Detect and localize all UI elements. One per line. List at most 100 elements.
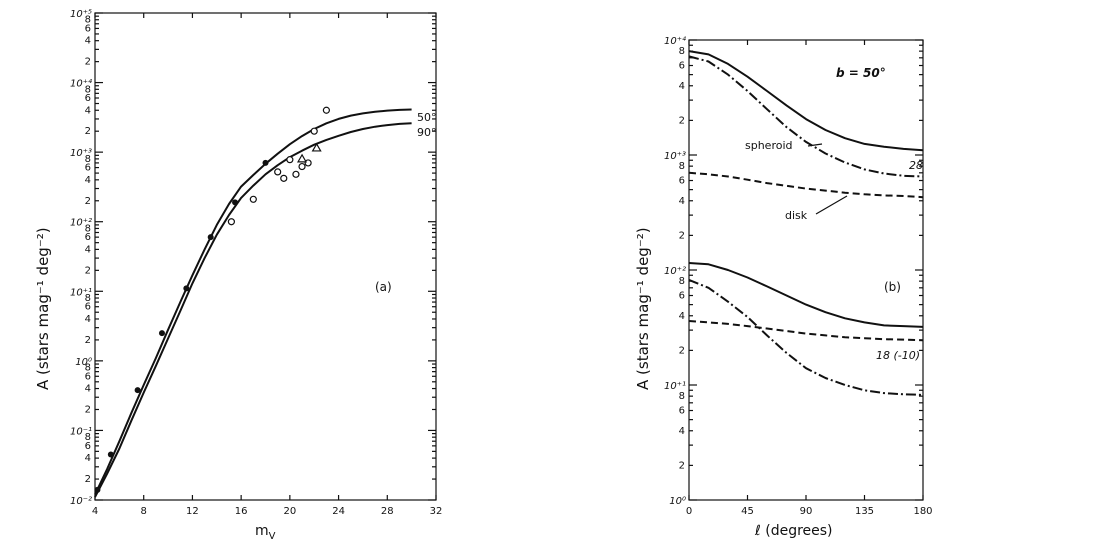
- panel-a-series-line-0: [94, 108, 412, 495]
- panel-b-xtick-label: 180: [913, 506, 932, 517]
- panel-a-ytick-minor-label: 6: [85, 23, 91, 34]
- panel-a-point-filled: [158, 330, 165, 337]
- panel-a-ytick-minor-label: 6: [85, 232, 91, 243]
- annotation-disk-pointer: [815, 195, 848, 215]
- panel-a-ytick-minor-label: 4: [85, 105, 91, 116]
- panel-b-ytick-minor-label: 2: [679, 460, 685, 471]
- panel-a-ytick-minor-label: 2: [85, 474, 91, 485]
- panel-b-ytick-decade-label: 10⁰: [669, 496, 686, 507]
- panel-a-point-open: [292, 170, 300, 178]
- panel-a-point-open: [304, 159, 312, 167]
- panel-a-point-filled: [183, 285, 190, 292]
- panel-b-series-line-1: [688, 55, 924, 178]
- panel-a-xtick-label: 12: [186, 506, 199, 517]
- panel-b-ytick-minor-label: 8: [679, 46, 685, 57]
- panel-a-ytick-minor-label: 8: [85, 154, 91, 165]
- panel-a-point-triangle: [311, 142, 322, 152]
- panel-a-xtick-label: 16: [235, 506, 248, 517]
- panel-a-ytick-minor-label: 2: [85, 126, 91, 137]
- panel-a-point-filled: [94, 486, 101, 493]
- panel-a-ytick-minor-label: 8: [85, 363, 91, 374]
- panel-a-point-open: [298, 162, 306, 171]
- panel-a-label: (a): [375, 280, 392, 294]
- panel-a-ytick-decade-label: 10⁺²: [70, 218, 92, 229]
- panel-b-xtick-label: 45: [741, 506, 754, 517]
- panel-b-ytick-minor-label: 8: [679, 391, 685, 402]
- panel-a-point-open: [286, 156, 294, 164]
- panel-a-ytick-decade-label: 10⁻²: [70, 496, 92, 507]
- panel-b-frame: [688, 39, 924, 501]
- panel-a-ytick-minor-label: 8: [85, 432, 91, 443]
- panel-b-series-line-5: [688, 320, 924, 342]
- panel-a-ytick-minor-label: 2: [85, 196, 91, 207]
- panel-b-ytick-minor-label: 4: [679, 311, 685, 322]
- panel-a-xlabel-sub: V: [269, 531, 276, 542]
- annotation-spheroid-pointer: [807, 143, 823, 147]
- panel-b-xtick-label: 0: [686, 506, 692, 517]
- annotation-18: 18 (-10): [876, 349, 920, 362]
- series-90-label: 90°: [417, 126, 437, 139]
- panel-b-series-line-3: [688, 262, 924, 328]
- panel-a-xlabel: mV: [255, 523, 276, 542]
- panel-a-xtick-label: 32: [430, 506, 443, 517]
- panel-a-point-filled: [262, 159, 269, 166]
- panel-b-ytick-minor-label: 2: [679, 345, 685, 356]
- panel-a-ytick-minor-label: 2: [85, 265, 91, 276]
- panel-b-ytick-minor-label: 6: [679, 61, 685, 72]
- panel-b-ytick-decade-label: 10⁺²: [664, 266, 686, 277]
- panel-b-ytick-minor-label: 8: [679, 276, 685, 287]
- panel-b-ytick-minor-label: 2: [679, 230, 685, 241]
- series-50-label: 50°: [417, 111, 437, 124]
- panel-a-ytick-decade-label: 10⁰: [75, 357, 92, 368]
- panel-a-point-open: [310, 127, 318, 135]
- panel-a-xtick-label: 28: [381, 506, 394, 517]
- panel-a-ytick-minor-label: 8: [85, 15, 91, 26]
- panel-a-ytick-minor-label: 6: [85, 441, 91, 452]
- panel-b-ticks: 0 45 90 135 18010⁰246810⁺¹246810⁺²246810⁺³24…: [664, 35, 933, 517]
- panel-b-ytick-decade-label: 10⁺³: [664, 151, 686, 162]
- panel-a-ytick-minor-label: 6: [85, 93, 91, 104]
- panel-a-ytick-decade-label: 10⁺³: [70, 148, 92, 159]
- panel-a-point-open: [249, 195, 257, 203]
- panel-a-ytick-minor-label: 4: [85, 244, 91, 255]
- panel-b-series-line-4: [688, 278, 924, 396]
- annotation-spheroid: spheroid: [745, 139, 793, 152]
- panel-b-ytick-minor-label: 6: [679, 406, 685, 417]
- panel-a-xtick-label: 20: [283, 506, 296, 517]
- panel-a-ytick-decade-label: 10⁺⁵: [70, 9, 92, 20]
- panel-b-title: b = 50°: [836, 66, 886, 80]
- panel-a-xtick-label: 4: [92, 506, 98, 517]
- panel-a-points: [94, 106, 330, 493]
- panel-b-ytick-minor-label: 6: [679, 176, 685, 187]
- panel-a-ytick-decade-label: 10⁻¹: [70, 426, 92, 437]
- panel-a-series-line-1: [94, 122, 412, 498]
- panel-a-ytick-minor-label: 4: [85, 36, 91, 47]
- panel-a-point-filled: [207, 234, 214, 241]
- panel-a-frame: [94, 12, 437, 501]
- panel-a-ytick-decade-label: 10⁺⁴: [70, 78, 92, 90]
- panel-b-ytick-decade-label: 10⁺⁴: [664, 35, 686, 47]
- panel-b-xtick-label: 90: [800, 506, 813, 517]
- panel-a-ytick-minor-label: 2: [85, 404, 91, 415]
- panel-b-series-line-0: [688, 50, 924, 152]
- panel-a-point-open: [322, 106, 330, 114]
- panel-a-xtick-label: 8: [141, 506, 147, 517]
- panel-a-ytick-minor-label: 2: [85, 57, 91, 68]
- panel-a-ytick-minor-label: 6: [85, 371, 91, 382]
- panel-a-ytick-minor-label: 8: [85, 223, 91, 234]
- panel-a-xtick-label: 24: [332, 506, 345, 517]
- panel-b-xlabel: ℓ (degrees): [754, 523, 833, 539]
- panel-a-xlabel-main: m: [255, 523, 269, 539]
- panel-b-xtick-label: 135: [855, 506, 874, 517]
- panel-b-ytick-minor-label: 2: [679, 115, 685, 126]
- panel-a-point-open: [280, 174, 288, 182]
- panel-a-point-filled: [107, 451, 114, 458]
- panel-a-ytick-minor-label: 2: [85, 335, 91, 346]
- panel-b-ytick-minor-label: 8: [679, 161, 685, 172]
- panel-a: 4 8 12 16 20 24 28 3210⁻²246810⁻¹246810⁰246810⁺…: [34, 9, 442, 542]
- panel-a-ytick-minor-label: 6: [85, 302, 91, 313]
- panel-a-ytick-minor-label: 4: [85, 453, 91, 464]
- panel-a-ytick-minor-label: 8: [85, 293, 91, 304]
- annotation-disk: disk: [785, 209, 808, 222]
